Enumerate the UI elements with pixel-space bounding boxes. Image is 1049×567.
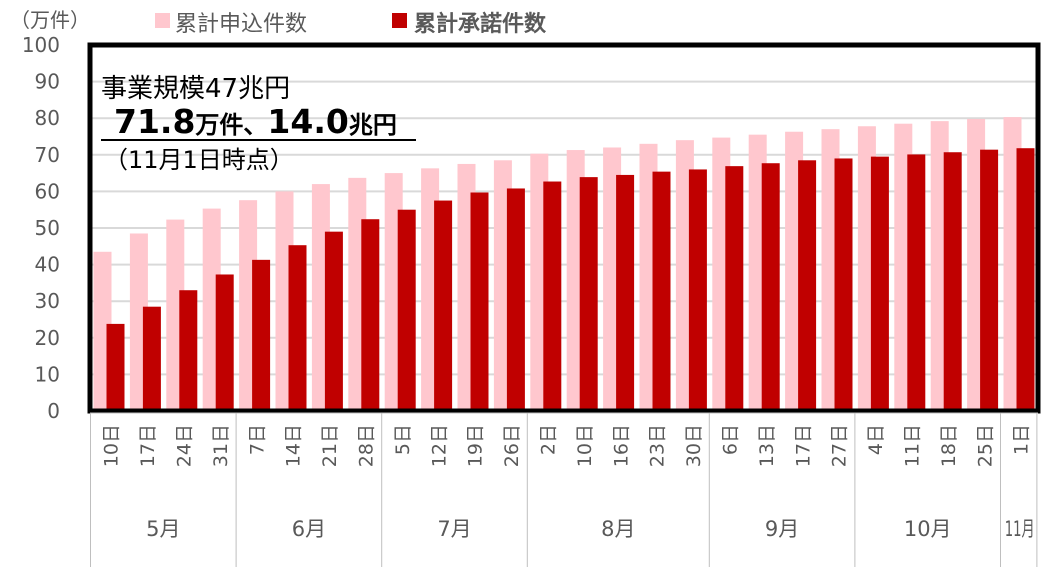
annotation-amount-unit: 兆円 [349, 111, 397, 139]
y-tick-label: 80 [35, 106, 60, 130]
bar-approval [142, 306, 161, 411]
annotation-count-value: 71.8 [114, 102, 195, 141]
month-label: 6月 [292, 517, 326, 541]
bar-approval [834, 158, 853, 411]
y-tick-label: 30 [35, 289, 60, 313]
x-tick-label: 12日 [428, 424, 450, 467]
bar-approval [434, 200, 453, 411]
bar-approval [798, 160, 817, 411]
bar-approval [397, 209, 416, 411]
y-unit-label: （万件） [10, 8, 90, 32]
legend: 累計申込件数 累計承諾件数 [155, 11, 547, 37]
y-tick-label: 40 [35, 253, 60, 277]
x-axis: 10日 17日 24日 31日 7日 14日 21日 28日 5日 12日 19日 26日 2日 10日 1… [90, 412, 1038, 567]
bar-approval [106, 323, 125, 411]
annotation-line3: （11月1日時点） [104, 146, 294, 174]
bar-approval [543, 181, 562, 411]
month-label: 5月 [146, 517, 180, 541]
x-tick-label: 19日 [465, 424, 487, 467]
x-tick-label: 17日 [137, 424, 159, 467]
bar-approval [980, 149, 999, 411]
legend-label-approval: 累計承諾件数 [414, 11, 547, 37]
x-tick-label: 5日 [392, 424, 414, 455]
bar-approval [252, 259, 271, 411]
y-axis: 0 10 20 30 40 50 60 70 80 90 100 [22, 33, 60, 423]
legend-label-application: 累計申込件数 [175, 12, 307, 37]
annotation: 事業規模47兆円 71.8万件、14.0兆円 （11月1日時点） [101, 74, 416, 174]
month-label: 9月 [765, 517, 799, 541]
bar-approval [688, 169, 707, 411]
bar-approval [324, 231, 343, 411]
x-tick-label: 23日 [647, 424, 669, 467]
month-label: 8月 [601, 517, 635, 541]
y-tick-label: 50 [35, 216, 60, 240]
bar-approval [361, 219, 380, 411]
x-tick-label: 26日 [501, 424, 523, 467]
x-tick-label: 10日 [101, 424, 123, 467]
legend-swatch-approval [392, 13, 407, 28]
x-tick-label: 7日 [246, 424, 268, 455]
x-tick-label: 25日 [974, 424, 996, 467]
bars [93, 117, 1035, 412]
x-tick-label: 11日 [902, 424, 924, 467]
x-tick-label: 14日 [283, 424, 305, 467]
bar-approval [579, 177, 598, 411]
bar-approval [943, 152, 962, 411]
y-tick-label: 70 [35, 143, 60, 167]
x-tick-label: 16日 [610, 424, 632, 467]
x-tick-label: 18日 [938, 424, 960, 467]
x-tick-label: 30日 [683, 424, 705, 467]
bar-approval [616, 174, 635, 411]
annotation-line1: 事業規模47兆円 [101, 74, 290, 104]
annotation-amount-value: 14.0 [267, 102, 348, 141]
x-tick-label: 13日 [756, 424, 778, 467]
x-tick-label: 28日 [356, 424, 378, 467]
x-tick-label: 31日 [210, 424, 232, 467]
bar-approval [506, 188, 525, 411]
bar-approval [470, 192, 489, 411]
x-tick-label: 21日 [319, 424, 341, 467]
legend-swatch-application [155, 13, 170, 28]
y-tick-label: 90 [35, 70, 60, 94]
x-tick-label: 6日 [720, 424, 742, 455]
bar-approval [870, 156, 889, 411]
bar-approval [215, 274, 234, 411]
x-tick-label: 4日 [865, 424, 887, 455]
annotation-line2: 71.8万件、14.0兆円 [114, 102, 397, 141]
x-tick-label: 10日 [574, 424, 596, 467]
month-label: 11月 [1005, 517, 1035, 541]
bar-approval [288, 245, 307, 411]
month-label: 10月 [904, 517, 952, 541]
x-tick-label: 17日 [792, 424, 814, 467]
bar-approval [907, 154, 926, 411]
annotation-frame [87, 42, 1041, 414]
x-tick-label: 1日 [1011, 424, 1033, 455]
bar-approval [652, 171, 671, 411]
y-tick-label: 20 [35, 326, 60, 350]
annotation-count-unit: 万件、 [195, 111, 267, 139]
bar-approval [1016, 148, 1035, 411]
bar-approval [725, 166, 744, 411]
y-tick-label: 0 [47, 399, 60, 423]
x-tick-label: 2日 [538, 424, 560, 455]
bar-approval [179, 290, 198, 411]
x-tick-label: 24日 [174, 424, 196, 467]
x-tick-label: 27日 [829, 424, 851, 467]
y-tick-label: 60 [35, 179, 60, 203]
bar-approval [761, 163, 780, 411]
y-tick-label: 10 [35, 362, 60, 386]
y-tick-label: 100 [22, 33, 60, 57]
month-label: 7月 [437, 517, 471, 541]
